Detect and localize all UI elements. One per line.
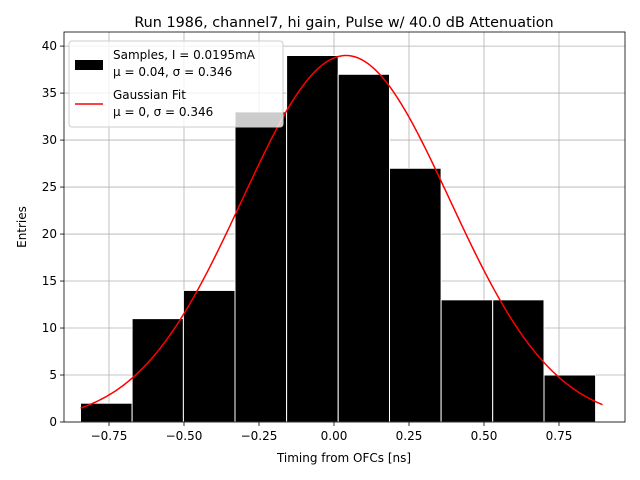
y-tick-label: 35 — [42, 86, 57, 100]
gaussian-fit-curve — [80, 54, 603, 409]
x-axis-ticks: −0.75 −0.50 −0.25 0.00 0.25 0.50 0.75 — [91, 422, 573, 443]
y-tick-label: 40 — [42, 39, 57, 53]
legend-fit-label: Gaussian Fit — [113, 88, 186, 102]
histogram-bars — [80, 54, 597, 423]
y-tick-label: 5 — [49, 368, 57, 382]
histogram-bar — [80, 402, 133, 423]
histogram-bar — [286, 54, 339, 423]
legend-fit-stats: μ = 0, σ = 0.346 — [113, 105, 213, 119]
legend-histogram-label: Samples, I = 0.0195mA — [113, 48, 256, 62]
histogram-bar — [337, 73, 391, 423]
chart-title: Run 1986, channel7, hi gain, Pulse w/ 40… — [134, 15, 553, 31]
y-axis-ticks: 0 5 10 15 20 25 30 35 40 — [42, 39, 64, 429]
histogram-bar — [182, 289, 236, 423]
x-tick-label: 0.75 — [546, 429, 573, 443]
legend-histogram-stats: μ = 0.04, σ = 0.346 — [113, 65, 232, 79]
x-tick-label: −0.25 — [241, 429, 278, 443]
x-tick-label: −0.50 — [166, 429, 203, 443]
x-tick-label: 0.50 — [471, 429, 498, 443]
histogram-bar — [492, 299, 545, 423]
legend-frame — [68, 40, 284, 128]
y-tick-label: 20 — [42, 227, 57, 241]
axes-frame — [63, 31, 626, 423]
y-axis-label: Entries — [15, 206, 29, 248]
y-tick-label: 15 — [42, 274, 57, 288]
histogram-bar — [440, 299, 494, 423]
histogram-bar — [543, 374, 597, 423]
histogram-bar — [234, 111, 288, 423]
legend-histogram-swatch — [75, 60, 103, 70]
y-tick-label: 0 — [49, 415, 57, 429]
y-tick-label: 25 — [42, 180, 57, 194]
y-tick-label: 10 — [42, 321, 57, 335]
x-tick-label: 0.00 — [321, 429, 348, 443]
x-axis-label: Timing from OFCs [ns] — [276, 451, 411, 465]
legend: Samples, I = 0.0195mA μ = 0.04, σ = 0.34… — [68, 40, 284, 128]
histogram-bar — [389, 167, 442, 423]
x-tick-label: 0.25 — [396, 429, 423, 443]
x-tick-label: −0.75 — [91, 429, 128, 443]
y-tick-label: 30 — [42, 133, 57, 147]
